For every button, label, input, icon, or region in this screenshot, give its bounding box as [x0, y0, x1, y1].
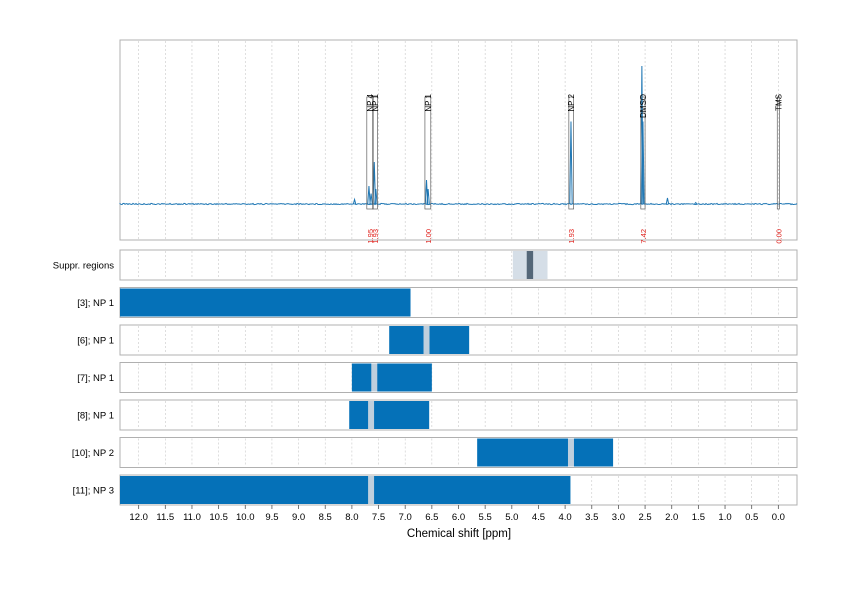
- x-tick-label: 0.5: [745, 512, 758, 523]
- row-label: Suppr. regions: [53, 261, 115, 272]
- x-axis-title: Chemical shift [ppm]: [407, 528, 511, 540]
- range-bar: [120, 288, 411, 317]
- x-tick-label: 4.0: [559, 512, 572, 523]
- x-tick-label: 3.5: [585, 512, 598, 523]
- spectrum-baseline: [119, 202, 798, 206]
- range-highlight: [567, 438, 574, 467]
- x-tick-label: 8.0: [345, 512, 358, 523]
- peak-label: NP 1: [424, 93, 433, 111]
- spectrum-peak: [569, 121, 573, 205]
- integral-value: 1.00: [424, 229, 433, 244]
- integral-value: 1.95: [366, 229, 375, 244]
- peak-bracket: [372, 96, 378, 210]
- x-tick-label: 6.5: [425, 512, 438, 523]
- spectrum-panel: NP 4 1.95 NP 1 1.93 NP 1 1.00 NP 2 1.93 DMSO 7.42…: [119, 39, 798, 244]
- x-tick-label: 10.5: [209, 512, 228, 523]
- x-axis: 12.0 11.5 11.0 10.5 10.0 9.5 9.0 8.5 8.0 7.5 7.0 6.…: [129, 505, 785, 523]
- range-highlight: [368, 401, 375, 429]
- x-tick-label: 11.0: [183, 512, 201, 523]
- spectrum-peak: [641, 121, 645, 205]
- integral-value: 0.00: [774, 229, 783, 244]
- range-bar: [351, 363, 432, 392]
- peak-label: NP 2: [567, 93, 576, 111]
- peak-label: NP 1: [371, 93, 380, 111]
- peak-label: NP 4: [366, 93, 375, 111]
- x-tick-label: 2.5: [638, 512, 651, 523]
- x-tick-label: 5.0: [505, 512, 518, 523]
- x-tick-label: 2.0: [665, 512, 678, 523]
- integral-value: 1.93: [371, 229, 380, 244]
- range-highlight: [368, 476, 375, 504]
- x-tick-label: 12.0: [129, 512, 148, 523]
- range-bar: [120, 476, 571, 504]
- peak-bracket: [776, 96, 780, 210]
- integral-value: 7.42: [639, 229, 648, 244]
- x-tick-label: 9.0: [292, 512, 305, 523]
- range-highlight: [371, 363, 378, 392]
- x-tick-label: 0.0: [772, 512, 785, 523]
- x-tick-label: 11.5: [156, 512, 174, 523]
- peak-bracket: [568, 96, 574, 210]
- x-tick-label: 3.0: [612, 512, 625, 523]
- x-tick-label: 1.0: [718, 512, 731, 523]
- range-bar: [477, 438, 614, 467]
- peak-label: DMSO: [639, 94, 648, 118]
- row-label: [8]; NP 1: [77, 411, 114, 422]
- range-bar: [349, 401, 430, 429]
- suppression-core: [526, 251, 534, 279]
- spectrum-peak: [374, 188, 378, 205]
- x-tick-label: 9.5: [265, 512, 278, 523]
- spectrum-peak: [426, 188, 430, 205]
- spectrum-peak: [665, 197, 670, 205]
- peak-bracket: [424, 96, 432, 210]
- x-tick-label: 4.5: [532, 512, 545, 523]
- x-tick-label: 7.5: [372, 512, 385, 523]
- range-rows: Suppr. regions [3]; NP 1 [6]; NP 1 [7]; NP …: [53, 249, 798, 506]
- peak-bracket: [366, 96, 374, 210]
- row-label: [3]; NP 1: [77, 298, 114, 309]
- row-label: [11]; NP 3: [73, 486, 114, 497]
- peak-label: TMS: [774, 94, 783, 111]
- integral-value: 1.93: [567, 229, 576, 244]
- row-label: [10]; NP 2: [72, 448, 114, 459]
- x-tick-label: 5.5: [479, 512, 492, 523]
- spectrum-peak: [352, 197, 357, 205]
- spectrum-peak: [694, 201, 698, 205]
- x-tick-label: 8.5: [319, 512, 332, 523]
- x-tick-label: 10.0: [236, 512, 255, 523]
- spectrum-peak: [367, 185, 371, 205]
- row-label: [7]; NP 1: [77, 373, 114, 384]
- x-tick-label: 6.0: [452, 512, 465, 523]
- peak-bracket: [640, 96, 646, 210]
- range-highlight: [423, 326, 430, 354]
- row-label: [6]; NP 1: [77, 336, 114, 347]
- x-tick-label: 7.0: [399, 512, 412, 523]
- spectrum-peak: [369, 193, 373, 205]
- x-tick-label: 1.5: [692, 512, 705, 523]
